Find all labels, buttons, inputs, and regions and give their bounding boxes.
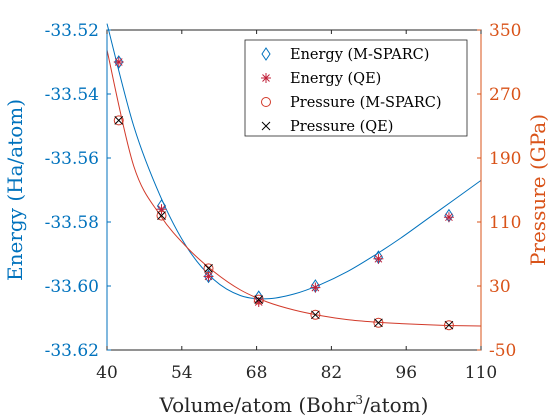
series-2-marker [203,263,214,274]
axis-ticks: 40 54 68 82 96 110 -33.52 -33.54 -33.56 -33.58 -33… [45,21,522,383]
legend-label: Pressure (M-SPARC) [290,95,442,111]
legend-marker-3 [261,121,271,131]
y-right-tick-label: 270 [489,85,521,105]
fit-curves [106,23,482,327]
legend-marker-1 [261,73,271,83]
y-right-tick-label: 110 [489,213,521,233]
series-2-marker [113,115,124,126]
legend-label: Energy (QE) [290,71,381,87]
y-right-tick-label: 350 [489,21,521,41]
series-1-marker [253,297,264,307]
series-3-marker [157,211,166,220]
y-left-tick-label: -33.62 [45,341,99,361]
legend: Energy (M-SPARC) Energy (QE) Pressure (M-S… [244,39,468,137]
legend-box [244,39,468,137]
legend-label: Energy (M-SPARC) [290,47,429,63]
x-tick-label: 54 [171,363,193,383]
series-3-marker [444,320,454,330]
x-tick-label: 40 [96,363,118,383]
legend-marker-2 [261,97,271,107]
legend-label: Pressure (QE) [290,119,393,135]
x-tick-label: 82 [321,363,343,383]
y-left-tick-label: -33.52 [45,21,99,41]
series-2-marker [443,320,454,331]
x-tick-label: 96 [395,363,417,383]
x-axis-title-superscript: 3 [355,393,363,407]
x-axis-title: Volume/atom (Bohr3/atom) [159,393,429,417]
legend-marker-0 [261,47,271,61]
y-axis-title-left: Energy (Ha/atom) [3,99,27,281]
series-3-marker [374,318,383,328]
series-3-marker [311,310,320,320]
series-2-marker [373,317,384,328]
series-2-marker [310,309,321,320]
energy-fit-curve [106,23,482,300]
data-markers [113,55,454,331]
y-left-tick-label: -33.54 [45,85,99,105]
x-tick-label: 110 [465,363,497,383]
y-right-tick-label: -50 [489,341,516,361]
y-left-tick-label: -33.58 [45,213,99,233]
series-1-marker [113,57,124,67]
series-2-marker [253,294,264,305]
y-right-tick-label: 190 [489,149,521,169]
pressure-fit-curve [106,49,482,327]
series-3-marker [204,264,213,273]
series-1-marker [310,282,321,293]
series-1-marker [443,212,454,223]
y-left-tick-label: -33.60 [45,277,99,297]
x-axis-title-main: Volume/atom (Bohr [159,393,356,417]
x-axis-title-end: /atom) [363,393,429,417]
y-axis-title-right: Pressure (GPa) [526,114,550,266]
series-3-marker [254,295,264,304]
series-1-marker [373,253,384,264]
y-right-tick-label: 30 [489,277,511,297]
y-left-tick-label: -33.56 [45,149,99,169]
series-2-marker [156,210,167,221]
series-3-marker [114,116,124,125]
x-tick-label: 68 [246,363,268,383]
